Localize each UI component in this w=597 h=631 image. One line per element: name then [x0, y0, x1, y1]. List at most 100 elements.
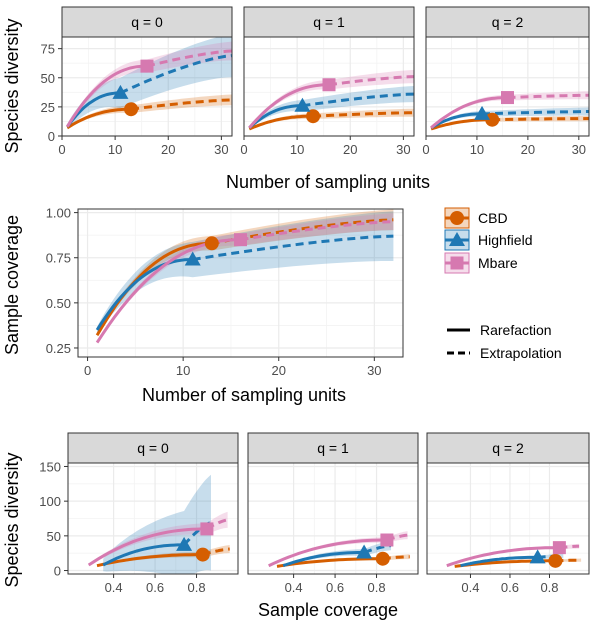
ci-band-mbare	[67, 41, 232, 128]
x-tick-label: 0.4	[461, 580, 479, 595]
x-tick-label: 0	[58, 142, 65, 157]
facet-strip	[243, 6, 415, 38]
extrapolation-line-highfield	[302, 92, 414, 108]
reference-point-cbd	[375, 551, 390, 566]
legend-marker-mbare	[450, 256, 464, 270]
bottom-facet-0: q = 0 0.4 0.6 0.8 0 50 100 150	[39, 432, 239, 595]
panel-border	[67, 462, 239, 575]
reference-point-mbare	[140, 59, 154, 73]
legend-marker-highfield	[449, 232, 465, 246]
reference-point-highfield	[356, 544, 373, 559]
extrapolation-line-cbd	[130, 98, 232, 111]
rarefaction-line-highfield	[430, 112, 482, 130]
legend-marker-cbd	[450, 211, 464, 225]
y-tick-label: 0.75	[46, 251, 71, 266]
reference-point-cbd	[204, 236, 219, 251]
ci-band-mbare	[88, 511, 228, 566]
rarefaction-line-cbd	[430, 118, 493, 131]
legend-label-extrapolation: Extrapolation	[480, 345, 562, 361]
reference-point-mbare	[234, 233, 247, 247]
x-tick-label: 10	[176, 363, 190, 378]
facet-strip	[426, 432, 590, 464]
rarefaction-line-cbd	[276, 557, 383, 568]
extrapolation-line-mbare	[507, 93, 589, 100]
x-tick-label: 0	[422, 142, 429, 157]
panel-border	[426, 462, 590, 575]
reference-point-highfield	[112, 84, 129, 99]
reference-point-highfield	[474, 105, 491, 120]
top-facet-2: q = 2 0 10 20 30	[422, 6, 590, 157]
facet-label: q = 2	[492, 440, 524, 456]
x-tick-label: 0	[240, 142, 247, 157]
panel-border	[77, 208, 404, 358]
mid-x-axis-title: Number of sampling units	[142, 385, 346, 405]
top-x-axis-title: Number of sampling units	[226, 172, 430, 192]
x-tick-label: 10	[290, 142, 304, 157]
top-facet-0: q = 0 0 10 20 30 0 25 50 75	[41, 6, 233, 157]
ci-band-cbd	[67, 94, 232, 129]
x-tick-label: 0.4	[105, 580, 123, 595]
facet-strip	[61, 6, 233, 38]
reference-point-mbare	[552, 541, 566, 555]
bottom-facet-2: q = 2 0.4 0.6 0.8	[426, 432, 590, 595]
facet-label: q = 0	[131, 14, 163, 30]
extrapolation-line-cbd	[492, 117, 589, 122]
x-tick-label: 20	[521, 142, 535, 157]
x-tick-label: 0.6	[146, 580, 164, 595]
x-tick-label: 0.8	[187, 580, 205, 595]
reference-point-cbd	[124, 102, 139, 117]
extrapolation-line-highfield	[192, 234, 394, 261]
extrapolation-line-highfield	[363, 544, 392, 554]
bottom-facet-1: q = 1 0.4 0.6 0.8	[247, 432, 419, 595]
series-layer	[248, 69, 414, 131]
legend-label-highfield: Highfield	[478, 232, 532, 248]
rarefaction-line-mbare	[248, 83, 329, 129]
top-y-axis-title: Species diversity	[2, 18, 22, 153]
x-tick-label: 30	[572, 142, 586, 157]
facet-label: q = 1	[313, 14, 345, 30]
extrapolation-line-highfield	[481, 110, 589, 116]
rarefaction-line-highfield	[282, 551, 365, 568]
x-tick-label: 20	[272, 363, 286, 378]
coverage-panel: 0 10 20 30 0.25 0.50 0.75 1.00	[46, 206, 404, 378]
panel-border	[61, 36, 233, 137]
y-tick-label: 100	[39, 494, 61, 509]
extrapolation-line-highfield	[119, 54, 232, 95]
x-tick-label: 0.8	[367, 580, 385, 595]
y-tick-label: 0	[48, 129, 55, 144]
ci-band-highfield	[67, 37, 232, 130]
reference-point-highfield	[529, 549, 546, 564]
x-tick-label: 0.6	[501, 580, 519, 595]
x-tick-label: 0.8	[540, 580, 558, 595]
reference-point-cbd	[485, 112, 500, 127]
rarefaction-line-cbd	[248, 114, 314, 131]
x-tick-label: 30	[214, 142, 228, 157]
ci-band-mbare	[249, 69, 414, 129]
rarefaction-line-mbare	[446, 546, 560, 568]
reference-point-cbd	[548, 553, 563, 568]
reference-point-highfield	[176, 536, 193, 551]
facet-label: q = 0	[137, 440, 169, 456]
y-tick-label: 50	[41, 71, 55, 86]
y-tick-label: 50	[47, 529, 61, 544]
x-tick-label: 20	[161, 142, 175, 157]
rarefaction-line-mbare	[66, 64, 148, 128]
rarefaction-line-highfield	[460, 555, 538, 568]
ci-band-highfield	[97, 211, 394, 334]
rarefaction-line-highfield	[95, 258, 193, 331]
reference-point-mbare	[501, 91, 514, 105]
reference-point-cbd	[306, 109, 321, 124]
rarefaction-line-mbare	[268, 538, 387, 568]
legend-label-rarefaction: Rarefaction	[480, 322, 552, 338]
panel-border	[243, 36, 415, 137]
bottom-x-axis-title: Sample coverage	[258, 600, 398, 620]
rarefaction-line-mbare	[430, 96, 508, 129]
rarefaction-line-cbd	[96, 553, 203, 568]
extrapolation-line-mbare	[328, 75, 414, 87]
x-tick-label: 10	[108, 142, 122, 157]
reference-point-mbare	[380, 533, 394, 547]
legend-label-cbd: CBD	[478, 210, 508, 226]
reference-point-mbare	[322, 78, 336, 92]
top-facet-1: q = 1 0 10 20 30	[240, 6, 415, 157]
